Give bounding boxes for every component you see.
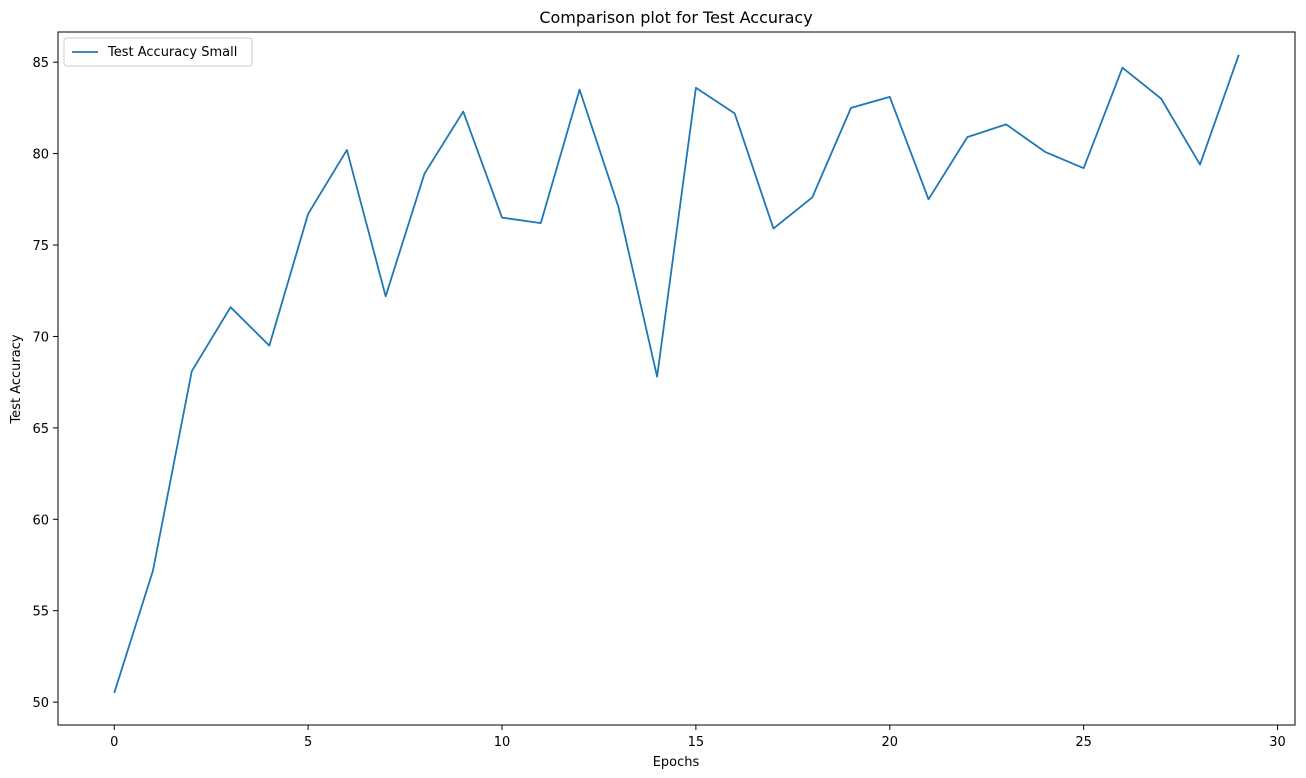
y-axis: 50 55 60 65 70 75 80 85: [32, 56, 58, 711]
x-tick-label: 30: [1269, 735, 1286, 750]
x-axis-label: Epochs: [653, 755, 700, 770]
y-tick-label: 65: [32, 422, 49, 437]
y-axis-label: Test Accuracy: [9, 334, 24, 424]
y-tick-label: 80: [32, 148, 49, 163]
plot-frame: [57, 31, 1296, 726]
x-axis: 0 5 10 15 20 25 30: [110, 725, 1286, 750]
plot-area: [57, 31, 1296, 726]
series-line: [113, 54, 1240, 694]
y-tick-label: 85: [32, 56, 49, 71]
y-tick-label: 60: [32, 513, 49, 528]
legend-label: Test Accuracy Small: [107, 45, 237, 60]
series-layer: [113, 54, 1240, 694]
x-tick-label: 10: [494, 735, 511, 750]
legend-box: [63, 37, 253, 67]
legend: Test Accuracy Small: [63, 37, 253, 67]
x-tick-label: 0: [110, 735, 118, 750]
x-tick-label: 25: [1075, 735, 1092, 750]
chart-title: Comparison plot for Test Accuracy: [539, 8, 812, 27]
x-tick-label: 15: [688, 735, 705, 750]
y-tick-label: 55: [32, 605, 49, 620]
y-tick-label: 70: [32, 330, 49, 345]
y-tick-label: 50: [32, 696, 49, 711]
x-tick-label: 5: [304, 735, 312, 750]
x-tick-label: 20: [882, 735, 899, 750]
y-tick-label: 75: [32, 239, 49, 254]
